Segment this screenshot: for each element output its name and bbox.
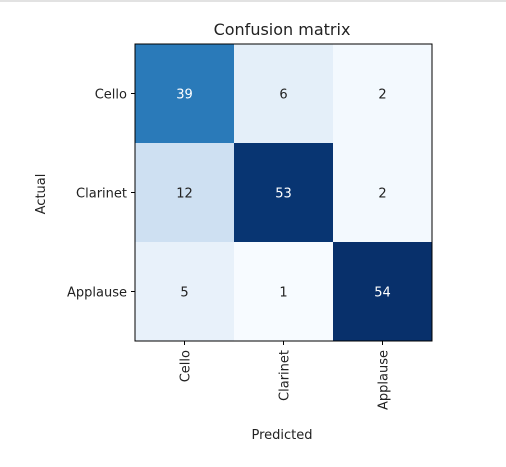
heatmap-cell (135, 242, 235, 342)
heatmap-cell (234, 242, 334, 342)
cell-value-label: 2 (378, 187, 386, 202)
axis-tick-labels: Cello Clarinet Applause Cello Clarinet Applau… (67, 88, 392, 411)
heatmap-cell (333, 143, 433, 243)
heatmap-cell (135, 143, 235, 243)
x-axis-label: Predicted (251, 428, 312, 443)
cell-value-label: 54 (374, 286, 391, 301)
cell-value-label: 2 (378, 88, 386, 103)
cell-value-label: 12 (176, 187, 193, 202)
heatmap-cell-labels: 39 6 2 12 53 2 5 1 54 (176, 88, 391, 301)
axis-ticks (131, 93, 383, 345)
cell-value-label: 1 (279, 286, 287, 301)
cell-value-label: 39 (176, 88, 193, 103)
cell-value-label: 53 (275, 187, 292, 202)
heatmap-cell (333, 242, 433, 342)
cell-value-label: 5 (180, 286, 188, 301)
x-tick-label: Applause (377, 350, 392, 410)
heatmap-cell (333, 44, 433, 144)
heatmap-cell (234, 44, 334, 144)
heatmap-cell (135, 44, 235, 144)
y-tick-label: Applause (67, 286, 127, 301)
heatmap-cells (135, 44, 433, 342)
y-axis-label: Actual (34, 174, 49, 215)
cell-value-label: 6 (279, 88, 287, 103)
x-tick-label: Clarinet (278, 350, 293, 401)
y-tick-label: Clarinet (76, 187, 127, 202)
top-divider (0, 0, 506, 2)
chart-title: Confusion matrix (214, 20, 351, 39)
y-tick-label: Cello (95, 88, 127, 103)
heatmap-cell (234, 143, 334, 243)
x-tick-label: Cello (179, 350, 194, 382)
